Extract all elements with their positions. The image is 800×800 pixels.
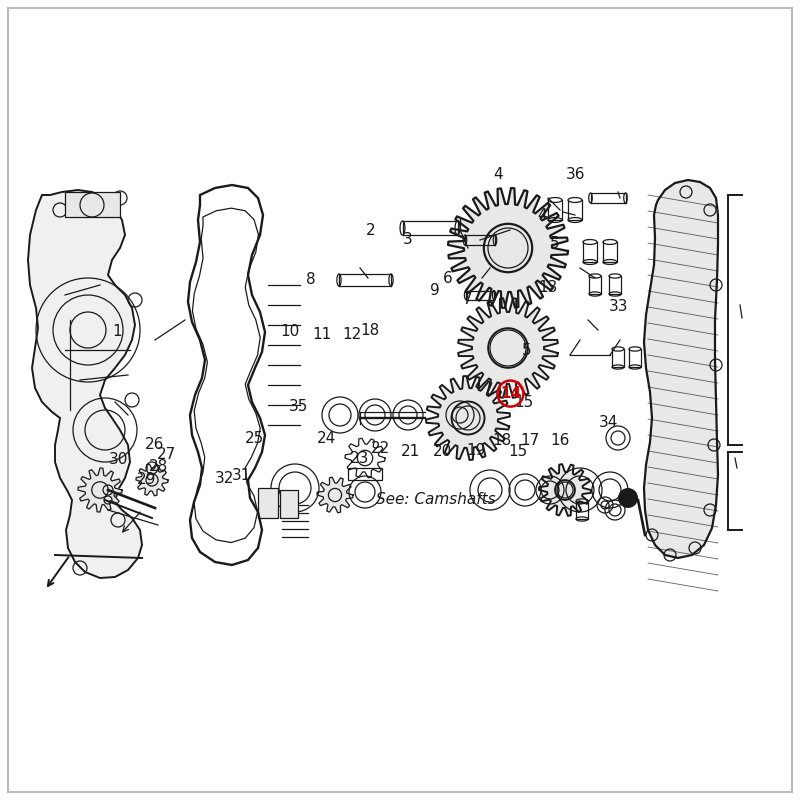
Text: 10: 10: [281, 325, 300, 339]
Polygon shape: [136, 464, 168, 496]
Text: 29: 29: [137, 473, 156, 487]
Text: 14: 14: [500, 386, 521, 401]
Text: 6: 6: [443, 271, 453, 286]
Polygon shape: [317, 478, 353, 513]
Text: 3: 3: [403, 233, 413, 247]
Text: 18: 18: [360, 323, 379, 338]
Text: 35: 35: [289, 399, 308, 414]
Text: 25: 25: [245, 431, 264, 446]
Text: 32: 32: [214, 471, 234, 486]
Text: 27: 27: [157, 447, 176, 462]
PathPatch shape: [28, 190, 142, 578]
Text: 2: 2: [366, 223, 375, 238]
Text: 34: 34: [598, 415, 618, 430]
Text: 1: 1: [113, 325, 122, 339]
Text: 15: 15: [514, 395, 534, 410]
Text: 4: 4: [493, 167, 502, 182]
Text: 21: 21: [401, 445, 420, 459]
Text: 5: 5: [522, 343, 531, 358]
Bar: [348, 468, 382, 480]
Text: 8: 8: [306, 273, 315, 287]
Text: 18: 18: [493, 433, 512, 447]
Text: 15: 15: [509, 445, 528, 459]
Text: 26: 26: [145, 437, 164, 451]
Text: 23: 23: [350, 451, 370, 466]
Polygon shape: [78, 468, 122, 512]
Text: 9: 9: [430, 283, 439, 298]
Text: See: Camshafts: See: Camshafts: [376, 493, 496, 507]
PathPatch shape: [644, 180, 718, 558]
Circle shape: [619, 489, 637, 507]
Text: 33: 33: [609, 299, 628, 314]
Text: 17: 17: [521, 433, 540, 447]
Bar: [258, 488, 278, 518]
Polygon shape: [448, 188, 568, 308]
Text: 11: 11: [312, 327, 331, 342]
Polygon shape: [426, 376, 510, 460]
Text: 13: 13: [538, 281, 558, 295]
Bar: [65, 192, 120, 217]
Text: 20: 20: [433, 445, 452, 459]
Text: 30: 30: [109, 453, 128, 467]
Text: 24: 24: [317, 431, 336, 446]
Text: 28: 28: [149, 459, 168, 474]
Polygon shape: [539, 464, 591, 516]
Text: 19: 19: [466, 443, 486, 458]
Text: 16: 16: [550, 433, 570, 447]
Polygon shape: [458, 298, 558, 398]
Text: 31: 31: [232, 469, 251, 483]
Text: 7: 7: [463, 293, 473, 307]
Text: 22: 22: [370, 441, 390, 455]
Text: 5: 5: [550, 237, 559, 251]
Text: 12: 12: [342, 327, 362, 342]
Bar: [280, 490, 298, 518]
Text: 36: 36: [566, 167, 586, 182]
Text: 4: 4: [538, 209, 547, 223]
